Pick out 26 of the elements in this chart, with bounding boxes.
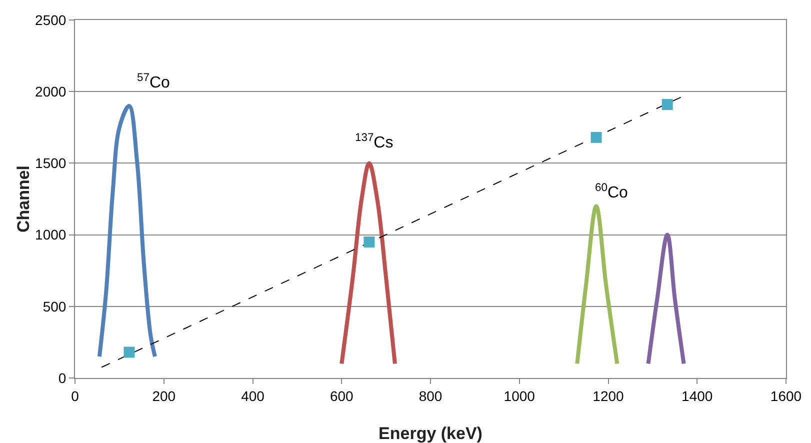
point [124, 346, 135, 358]
point [662, 98, 673, 110]
y-tick-label: 500 [42, 298, 66, 314]
line-series [97, 104, 157, 359]
x-tick-label: 1000 [504, 388, 536, 404]
y-tick-label: 2500 [35, 12, 66, 28]
point [364, 236, 375, 248]
y-tick-label: 1000 [35, 226, 66, 243]
x-tick-label: 0 [71, 388, 80, 404]
y-tick-label: 2000 [35, 84, 66, 100]
x-tick-label: 400 [241, 388, 265, 404]
x-tick-label: 1200 [592, 388, 624, 404]
annotation: $^{57}$Co [137, 72, 170, 92]
annotation: $^{137}$Cs [355, 132, 394, 152]
y-tick-label: 0 [58, 370, 66, 386]
x-tick-label: 600 [330, 388, 354, 404]
y-axis-title: Channel [14, 165, 34, 233]
y-tick-label: 1500 [35, 155, 66, 172]
x-tick-label: 1600 [770, 388, 802, 404]
point [590, 132, 602, 143]
x-tick-label: 800 [418, 388, 442, 404]
annotation: $^{60}$Co [595, 182, 628, 202]
line-series [340, 161, 397, 366]
x-tick-label: 1400 [682, 388, 713, 404]
x-tick-label: 200 [152, 388, 176, 404]
x-axis-title: Energy (keV) [378, 424, 482, 443]
